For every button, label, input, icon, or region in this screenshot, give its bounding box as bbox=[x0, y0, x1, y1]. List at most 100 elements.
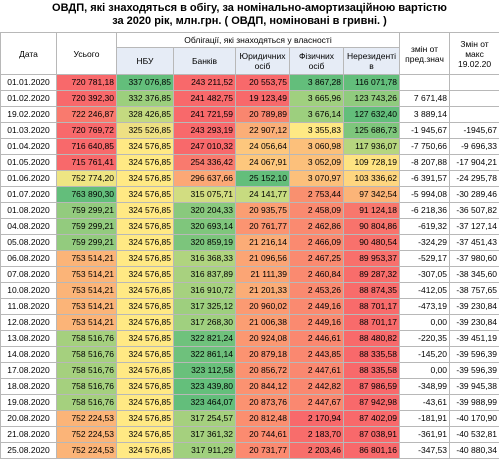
cell-banks: 296 637,66 bbox=[174, 171, 236, 187]
cell-banks: 322 821,24 bbox=[174, 331, 236, 347]
cell-legal-entities: 24 067,91 bbox=[236, 155, 290, 171]
cell-legal-entities: 21 111,39 bbox=[236, 267, 290, 283]
cell-banks: 316 368,33 bbox=[174, 251, 236, 267]
cell-individuals: 3 052,09 bbox=[290, 155, 344, 171]
cell-banks: 243 211,52 bbox=[174, 75, 236, 91]
cell-nonresidents: 88 701,17 bbox=[344, 299, 400, 315]
cell-change-prev bbox=[400, 75, 450, 91]
cell-nbu: 328 426,85 bbox=[117, 107, 174, 123]
cell-change-prev: 7 671,48 bbox=[400, 91, 450, 107]
cell-change-max: -9 696,33 bbox=[450, 139, 499, 155]
cell-individuals: 2 449,16 bbox=[290, 315, 344, 331]
cell-change-max: -1945,67 bbox=[450, 123, 499, 139]
cell-date: 01.01.2020 bbox=[1, 75, 57, 91]
cell-banks: 241 721,59 bbox=[174, 107, 236, 123]
cell-total: 720 769,72 bbox=[57, 123, 117, 139]
cell-individuals: 2 458,09 bbox=[290, 203, 344, 219]
header-legal-entities: Юридичних осіб bbox=[236, 48, 290, 75]
cell-individuals: 3 665,96 bbox=[290, 91, 344, 107]
cell-legal-entities: 25 152,10 bbox=[236, 171, 290, 187]
cell-date: 13.08.2020 bbox=[1, 331, 57, 347]
cell-individuals: 2 170,94 bbox=[290, 411, 344, 427]
cell-individuals: 3 070,97 bbox=[290, 171, 344, 187]
header-total: Усього bbox=[57, 33, 117, 75]
cell-individuals: 3 676,14 bbox=[290, 107, 344, 123]
cell-banks: 323 112,58 bbox=[174, 363, 236, 379]
cell-total: 720 392,30 bbox=[57, 91, 117, 107]
cell-date: 01.07.2020 bbox=[1, 187, 57, 203]
cell-banks: 316 837,89 bbox=[174, 267, 236, 283]
cell-legal-entities: 24 056,64 bbox=[236, 139, 290, 155]
cell-banks: 320 693,14 bbox=[174, 219, 236, 235]
cell-nonresidents: 89 953,37 bbox=[344, 251, 400, 267]
cell-change-max: -39 230,84 bbox=[450, 315, 499, 331]
cell-banks: 316 910,72 bbox=[174, 283, 236, 299]
cell-individuals: 2 453,26 bbox=[290, 283, 344, 299]
cell-total: 753 514,21 bbox=[57, 267, 117, 283]
cell-change-prev: -473,19 bbox=[400, 299, 450, 315]
cell-change-max: -39 596,39 bbox=[450, 347, 499, 363]
cell-total: 758 516,76 bbox=[57, 347, 117, 363]
title-line-1: ОВДП, які знаходяться в обігу, за номіна… bbox=[0, 2, 499, 15]
cell-date: 10.08.2020 bbox=[1, 283, 57, 299]
cell-change-max: -39 230,84 bbox=[450, 299, 499, 315]
cell-nonresidents: 127 632,40 bbox=[344, 107, 400, 123]
cell-banks: 241 482,75 bbox=[174, 91, 236, 107]
cell-total: 752 224,53 bbox=[57, 411, 117, 427]
cell-nbu: 324 576,85 bbox=[117, 363, 174, 379]
cell-nonresidents: 90 480,54 bbox=[344, 235, 400, 251]
cell-legal-entities: 21 201,33 bbox=[236, 283, 290, 299]
cell-change-prev: 3 889,14 bbox=[400, 107, 450, 123]
cell-legal-entities: 19 123,49 bbox=[236, 91, 290, 107]
cell-individuals: 3 355,83 bbox=[290, 123, 344, 139]
cell-individuals: 2 442,82 bbox=[290, 379, 344, 395]
cell-banks: 323 439,80 bbox=[174, 379, 236, 395]
cell-date: 01.05.2020 bbox=[1, 155, 57, 171]
cell-legal-entities: 21 216,14 bbox=[236, 235, 290, 251]
cell-change-prev: -361,91 bbox=[400, 427, 450, 443]
cell-legal-entities: 20 844,12 bbox=[236, 379, 290, 395]
cell-change-max: -36 507,82 bbox=[450, 203, 499, 219]
cell-change-max: -37 980,60 bbox=[450, 251, 499, 267]
cell-date: 06.08.2020 bbox=[1, 251, 57, 267]
header-individuals: Фізичних осіб bbox=[290, 48, 344, 75]
cell-change-max: -39 451,19 bbox=[450, 331, 499, 347]
cell-nbu: 324 576,85 bbox=[117, 331, 174, 347]
cell-date: 07.08.2020 bbox=[1, 267, 57, 283]
cell-change-prev: -7 750,66 bbox=[400, 139, 450, 155]
cell-banks: 322 861,14 bbox=[174, 347, 236, 363]
cell-date: 19.02.2020 bbox=[1, 107, 57, 123]
cell-nbu: 324 576,85 bbox=[117, 379, 174, 395]
cell-individuals: 2 447,61 bbox=[290, 363, 344, 379]
cell-nonresidents: 87 038,91 bbox=[344, 427, 400, 443]
cell-nbu: 324 576,85 bbox=[117, 187, 174, 203]
header-banks: Банків bbox=[174, 48, 236, 75]
cell-nonresidents: 91 124,18 bbox=[344, 203, 400, 219]
cell-change-prev: -412,05 bbox=[400, 283, 450, 299]
cell-nbu: 337 076,85 bbox=[117, 75, 174, 91]
cell-change-prev: -181,91 bbox=[400, 411, 450, 427]
cell-date: 01.04.2020 bbox=[1, 139, 57, 155]
cell-total: 722 246,87 bbox=[57, 107, 117, 123]
cell-nonresidents: 88 480,82 bbox=[344, 331, 400, 347]
cell-nbu: 324 576,85 bbox=[117, 347, 174, 363]
cell-nbu: 324 576,85 bbox=[117, 139, 174, 155]
cell-individuals: 2 449,16 bbox=[290, 299, 344, 315]
cell-change-max: -40 532,81 bbox=[450, 427, 499, 443]
cell-banks: 317 254,57 bbox=[174, 411, 236, 427]
cell-date: 19.08.2020 bbox=[1, 395, 57, 411]
cell-total: 753 514,21 bbox=[57, 299, 117, 315]
cell-change-max: -38 757,65 bbox=[450, 283, 499, 299]
cell-legal-entities: 20 812,48 bbox=[236, 411, 290, 427]
